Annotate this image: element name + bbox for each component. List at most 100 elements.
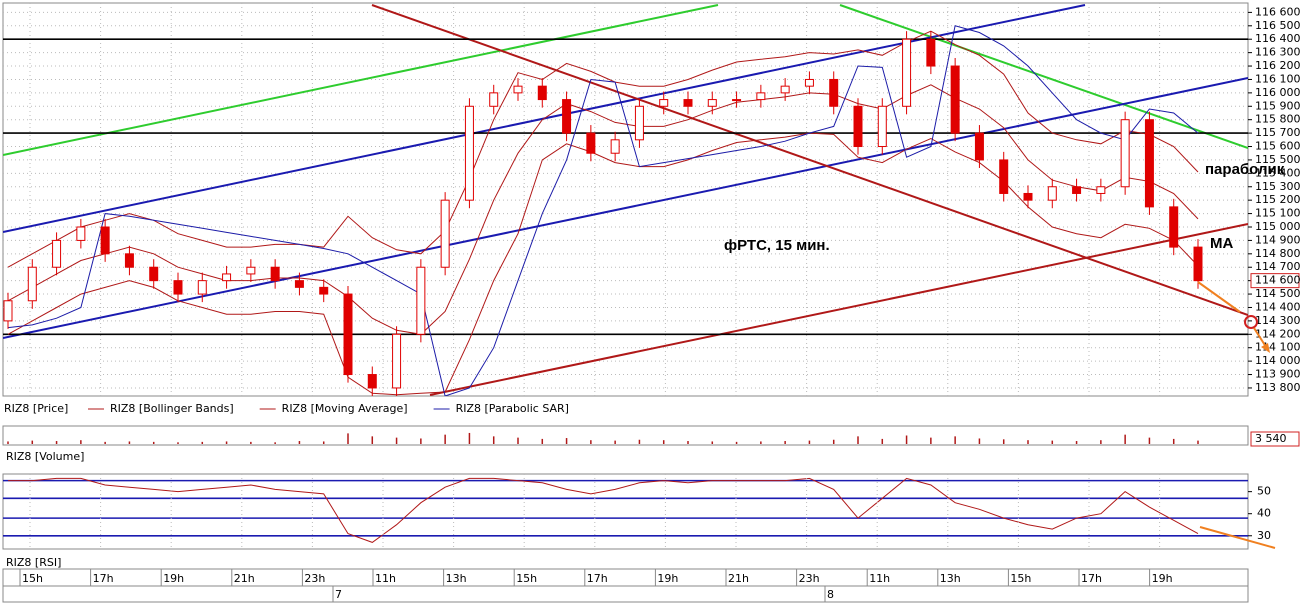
candle-body <box>586 132 596 154</box>
bollinger-upper <box>7 30 1199 268</box>
arrow <box>1199 526 1276 549</box>
y-tick-label: 116 000 <box>1255 86 1301 99</box>
candle-body <box>829 78 839 107</box>
x-tick-label: 17h <box>1081 572 1102 585</box>
candle-body <box>537 85 547 101</box>
candle-body <box>877 105 887 148</box>
y-tick-label: 114 200 <box>1255 327 1301 340</box>
arrow <box>1197 281 1241 313</box>
candle-body <box>1047 186 1057 201</box>
candle-body <box>489 92 499 107</box>
y-tick-label: 115 200 <box>1255 193 1301 206</box>
candle-body <box>513 85 523 94</box>
candle-body <box>392 333 402 389</box>
y-tick-label: 115 400 <box>1255 166 1301 179</box>
trend-line <box>371 4 1248 316</box>
candle-body <box>1193 246 1203 282</box>
candle-body <box>1144 119 1154 208</box>
y-tick-label: 116 500 <box>1255 19 1301 32</box>
rsi-line <box>8 477 1199 543</box>
y-tick-label: 114 300 <box>1255 314 1301 327</box>
trend-line <box>839 4 1248 149</box>
candle-body <box>756 92 766 101</box>
trend-line <box>429 223 1248 396</box>
x-tick-label: 15h <box>516 572 537 585</box>
candle-body <box>124 253 134 268</box>
candle-body <box>343 293 353 376</box>
candle-body <box>440 199 450 268</box>
price-box-label: 114 600 <box>1255 274 1301 287</box>
parabolic-sar <box>7 25 1199 396</box>
y-tick-label: 114 800 <box>1255 247 1301 260</box>
candle-body <box>1120 119 1130 188</box>
moving-average <box>7 84 1199 335</box>
candle-body <box>1023 192 1033 201</box>
candle-body <box>149 266 159 282</box>
annotation: фРТС, 15 мин. <box>724 237 830 254</box>
candle-body <box>780 85 790 94</box>
x-tick-label: 17h <box>587 572 608 585</box>
price-panel <box>2 2 1249 397</box>
candle-body <box>76 226 86 241</box>
trend-line <box>3 77 1248 339</box>
rsi-panel <box>2 473 1249 550</box>
candle-body <box>562 99 572 134</box>
x-tick-label: 19h <box>163 572 184 585</box>
candle-body <box>100 226 110 255</box>
y-tick-label: 115 900 <box>1255 99 1301 112</box>
candle-body <box>974 132 984 161</box>
annotation: параболик <box>1205 161 1285 178</box>
y-tick-label: 114 400 <box>1255 300 1301 313</box>
y-tick-label: 115 300 <box>1255 180 1301 193</box>
date-label: 7 <box>335 588 342 601</box>
x-tick-label: 23h <box>799 572 820 585</box>
x-tick-label: 15h <box>22 572 43 585</box>
candle-body <box>3 300 13 322</box>
y-tick-label: 114 900 <box>1255 233 1301 246</box>
candle-body <box>319 286 329 295</box>
candle-body <box>1096 186 1106 194</box>
candle-body <box>173 280 183 295</box>
volume-box-label: 3 540 <box>1255 432 1287 445</box>
candle-body <box>902 38 912 107</box>
candle-body <box>853 105 863 148</box>
y-tick-label: 113 900 <box>1255 368 1301 381</box>
volume-panel <box>2 425 1249 446</box>
y-tick-label: 114 000 <box>1255 354 1301 367</box>
legend-label: RIZ8 [Bollinger Bands] <box>110 402 234 415</box>
x-tick-label: 15h <box>1010 572 1031 585</box>
x-tick-label: 21h <box>234 572 255 585</box>
x-tick-label: 11h <box>375 572 396 585</box>
candle-body <box>1169 206 1179 248</box>
y-tick-label: 115 700 <box>1255 126 1301 139</box>
candle-body <box>222 273 232 282</box>
candle-body <box>732 99 742 102</box>
trend-line <box>3 4 719 156</box>
candle-body <box>950 65 960 134</box>
candle-body <box>707 99 717 107</box>
candle-body <box>999 159 1009 194</box>
y-tick-label: 114 700 <box>1255 260 1301 273</box>
y-tick-label: 115 600 <box>1255 140 1301 153</box>
x-tick-label: 17h <box>93 572 114 585</box>
x-tick-label: 11h <box>869 572 890 585</box>
y-tick-label: 114 500 <box>1255 287 1301 300</box>
arrow-head <box>1261 343 1270 353</box>
candle-body <box>464 105 474 201</box>
y-tick-label: 116 600 <box>1255 5 1301 18</box>
panel-label: RIZ8 [Volume] <box>6 450 84 463</box>
volume-box <box>1250 431 1300 447</box>
y-tick-label: 115 000 <box>1255 220 1301 233</box>
x-tick-label: 21h <box>728 572 749 585</box>
y-tick-label: 116 200 <box>1255 59 1301 72</box>
date-label: 8 <box>827 588 834 601</box>
legend-label: RIZ8 [Parabolic SAR] <box>456 402 569 415</box>
price-box <box>1250 273 1300 289</box>
x-tick-label: 19h <box>657 572 678 585</box>
candle-body <box>27 266 37 302</box>
rsi-tick-label: 40 <box>1257 507 1271 520</box>
candle-body <box>804 78 814 87</box>
candle-body <box>416 266 426 335</box>
y-tick-label: 116 100 <box>1255 72 1301 85</box>
